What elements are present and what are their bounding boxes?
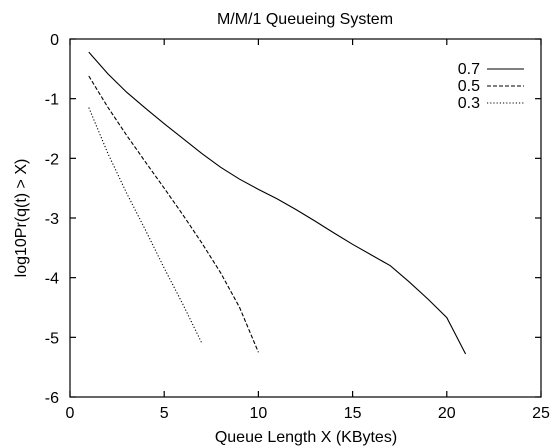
x-axis-label: Queue Length X (KBytes): [215, 429, 397, 446]
y-tick-label: -1: [45, 92, 59, 109]
series-line-0.7: [88, 51, 467, 355]
y-tick-label: -2: [45, 151, 59, 168]
x-tick-label: 15: [344, 405, 362, 422]
x-axis-ticks: [69, 39, 542, 397]
y-tick-label: -5: [45, 330, 59, 347]
chart-title: M/M/1 Queueing System: [217, 11, 393, 28]
y-tick-label: 0: [50, 32, 59, 49]
series-lines: [88, 51, 467, 355]
y-tick-label: -6: [45, 390, 59, 407]
y-tick-label: -3: [45, 211, 59, 228]
x-axis-tick-labels: 0 5 10 15 20 25: [66, 405, 550, 422]
y-axis-label: log10Pr(q(t) > X): [13, 159, 30, 278]
legend: 0.70.50.3: [458, 61, 524, 112]
x-tick-label: 25: [532, 405, 550, 422]
y-tick-label: -4: [45, 271, 59, 288]
x-tick-label: 20: [438, 405, 456, 422]
x-tick-label: 10: [250, 405, 268, 422]
y-axis-ticks: [70, 38, 541, 398]
series-line-0.3: [88, 107, 203, 344]
legend-label-0.7: 0.7: [458, 61, 480, 78]
legend-label-0.5: 0.5: [458, 78, 480, 95]
x-tick-label: 0: [66, 405, 75, 422]
legend-label-0.3: 0.3: [458, 95, 480, 112]
series-line-0.5: [88, 75, 259, 353]
x-tick-label: 5: [160, 405, 169, 422]
y-axis-tick-labels: 0 -1 -2 -3 -4 -5 -6: [45, 32, 59, 407]
